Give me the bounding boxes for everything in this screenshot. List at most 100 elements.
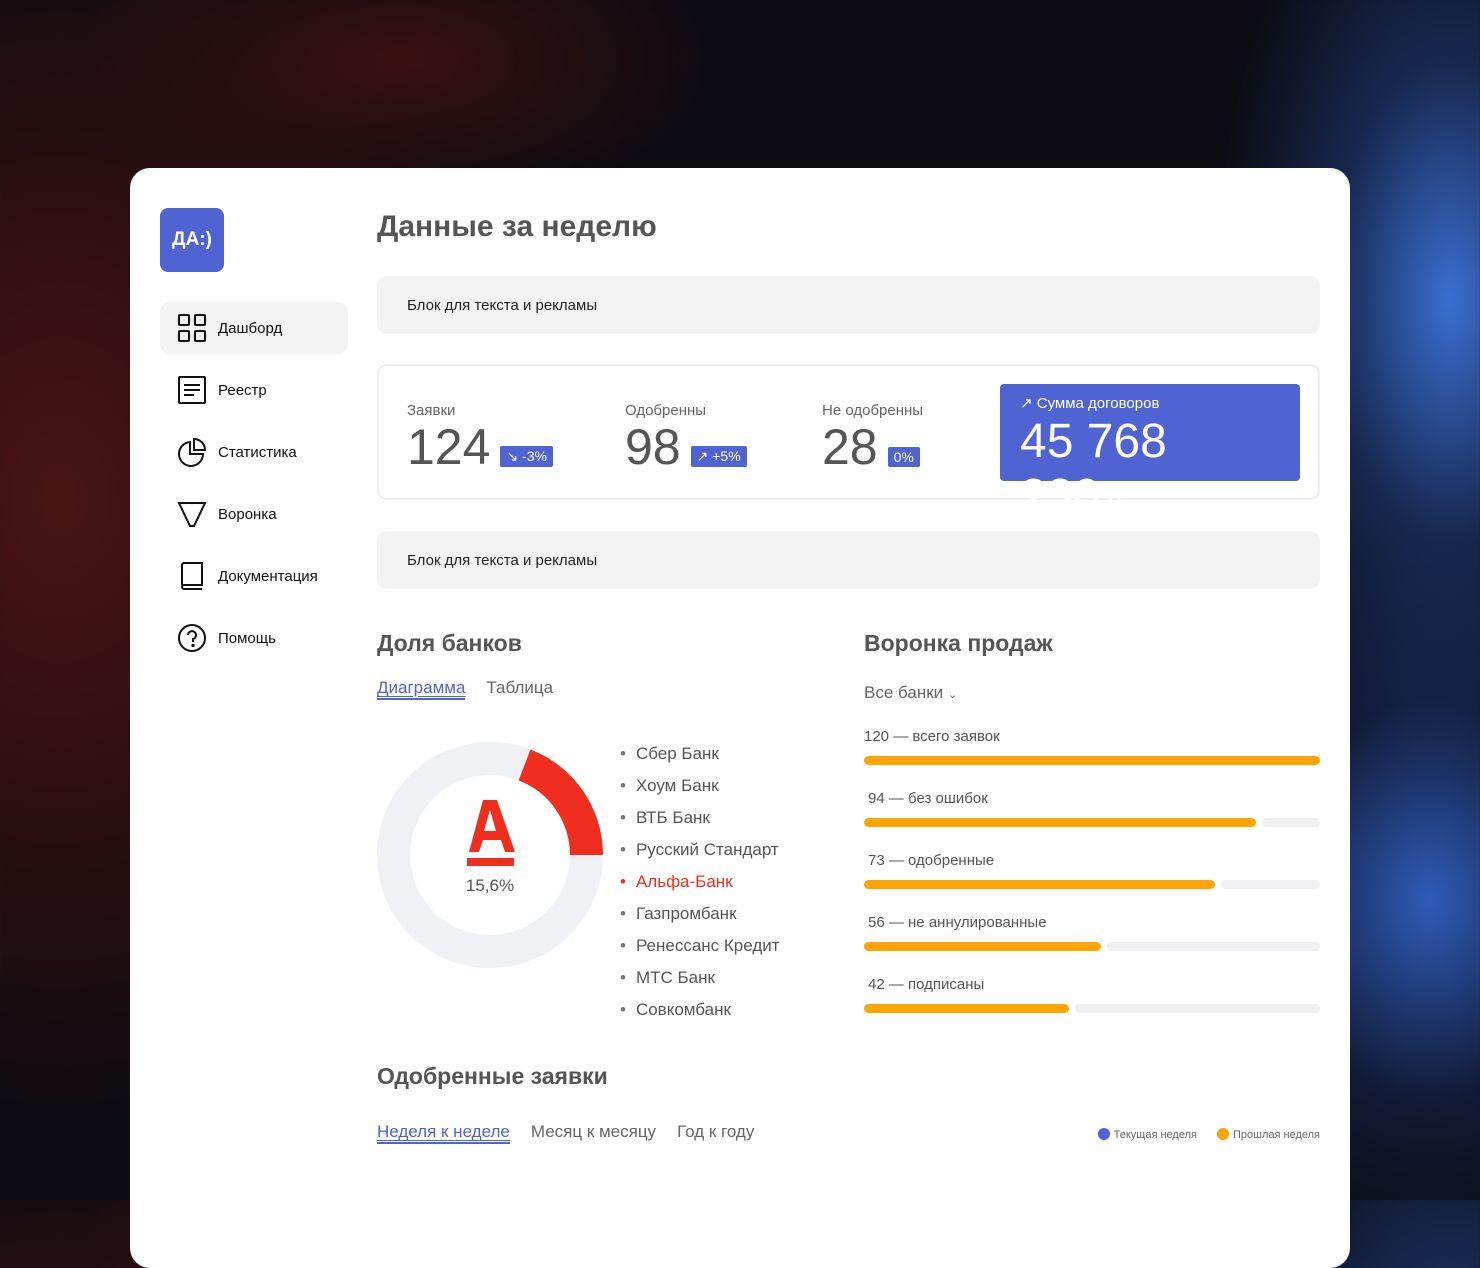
bank-legend-item[interactable]: Альфа-Банк	[620, 872, 780, 904]
pie-chart-icon	[178, 437, 207, 467]
sidebar-item-label: Дашборд	[218, 319, 283, 337]
funnel-label: 120 — всего заявок	[864, 728, 1320, 752]
sidebar-item-help[interactable]: Помощь	[160, 612, 348, 664]
stat-approved: Одобренны 98 ↗ +5%	[625, 402, 747, 475]
funnel-value: 56	[868, 914, 885, 931]
bank-legend-item[interactable]: Сбер Банк	[620, 744, 780, 776]
trend-badge: ↘ -3%	[500, 446, 553, 467]
stat-value: 28	[822, 419, 878, 475]
funnel-bar	[864, 818, 1320, 827]
tab-month[interactable]: Месяц к месяцу	[530, 1122, 657, 1141]
funnel-item: 42 — подписаны	[864, 976, 1320, 1013]
funnel-value: 73	[868, 852, 885, 869]
funnel-bar-fill	[864, 880, 1216, 889]
ruble-icon: ₽	[1106, 491, 1122, 518]
legend-dot-icon	[1097, 1128, 1110, 1140]
funnel-item: 56 — не аннулированные	[864, 914, 1320, 951]
approved-tabs: Неделя к неделе Месяц к месяцу Год к год…	[377, 1122, 754, 1144]
sidebar-item-label: Реестр	[218, 381, 267, 399]
funnel-bar-fill	[864, 1004, 1070, 1013]
bank-legend-item[interactable]: ВТБ Банк	[620, 808, 780, 840]
bank-legend-item[interactable]: МТС Банк	[620, 968, 780, 1000]
dashboard-card: ДА:) Дашборд Реестр Статистика Воронка Д…	[130, 168, 1350, 1268]
funnel-bar	[864, 880, 1320, 889]
stat-value: 124	[407, 419, 491, 475]
legend-dot-icon	[1216, 1128, 1229, 1140]
sidebar-nav: Дашборд Реестр Статистика Воронка Докуме…	[160, 302, 348, 674]
funnel-value: 120	[864, 728, 890, 745]
donut-segment-alfa[interactable]	[518, 749, 603, 855]
funnel-icon	[177, 502, 207, 527]
funnel-label: 94 — без ошибок	[864, 790, 1320, 814]
funnel-value: 94	[868, 790, 885, 807]
banks-tabs: Диаграмма Таблица	[377, 678, 553, 700]
list-icon	[178, 376, 206, 404]
tab-week[interactable]: Неделя к неделе	[377, 1122, 510, 1144]
stat-label: Не одобренны	[822, 402, 924, 419]
trend-badge: 0%	[887, 447, 920, 467]
dropdown-value: Все банки	[864, 683, 944, 702]
sum-label: ↗ Сумма договоров	[1020, 395, 1160, 412]
sidebar-item-label: Документация	[218, 567, 318, 585]
stat-rejected: Не одобренны 28 0%	[822, 402, 924, 475]
alfa-bank-logo	[467, 800, 515, 866]
bank-legend-item[interactable]: Хоум Банк	[620, 776, 780, 808]
logo[interactable]: ДА:)	[160, 208, 224, 272]
tab-diagram[interactable]: Диаграмма	[377, 678, 466, 700]
tab-year[interactable]: Год к году	[677, 1122, 755, 1141]
funnel-bar-fill	[864, 818, 1257, 827]
trend-badge: ↗ +5%	[690, 446, 747, 467]
legend-previous-week: Прошлая неделя	[1216, 1128, 1320, 1141]
bank-legend-item[interactable]: Русский Стандарт	[620, 840, 780, 872]
funnel-bar-fill	[864, 942, 1102, 951]
funnel-stage: — подписаны	[888, 976, 985, 993]
funnel-bar	[864, 1004, 1320, 1013]
ad-block[interactable]: Блок для текста и рекламы	[377, 531, 1320, 589]
funnel-bar-track	[1221, 880, 1320, 889]
sum-value: 45 768 230	[1020, 415, 1167, 523]
funnel-bar-track	[1075, 1004, 1320, 1013]
sidebar-item-label: Помощь	[218, 629, 276, 647]
funnel-stage: — одобренные	[888, 852, 995, 869]
bank-legend-item[interactable]: Ренессанс Кредит	[620, 936, 780, 968]
bank-legend-item[interactable]: Совкомбанк	[620, 1000, 780, 1032]
page-title: Данные за неделю	[377, 210, 657, 243]
banks-donut-chart: 15,6%	[377, 742, 603, 968]
bank-filter-dropdown[interactable]: Все банки ⌄	[864, 683, 957, 703]
funnel-label: 42 — подписаны	[864, 976, 1320, 1000]
stats-panel: Заявки 124 ↘ -3% Одобренны 98 ↗ +5% Не одо…	[377, 364, 1320, 523]
funnel-item: 94 — без ошибок	[864, 790, 1320, 827]
ad-block[interactable]: Блок для текста и рекламы	[377, 276, 1320, 334]
sidebar-item-statistics[interactable]: Статистика	[160, 426, 348, 478]
sidebar-item-funnel[interactable]: Воронка	[160, 488, 348, 540]
stat-label: Одобренны	[625, 402, 707, 419]
bank-legend-item[interactable]: Газпромбанк	[620, 904, 780, 936]
help-icon	[178, 624, 206, 652]
sidebar-item-documentation[interactable]: Документация	[160, 550, 348, 602]
contracts-sum-card[interactable]: ↗ Сумма договоров 45 768 230 ₽	[1000, 384, 1300, 523]
chevron-down-icon: ⌄	[947, 689, 958, 701]
funnel-label: 73 — одобренные	[864, 852, 1320, 876]
donut-percent-label: 15,6%	[466, 876, 514, 895]
stat-label: Заявки	[407, 402, 456, 419]
sidebar-item-label: Воронка	[218, 505, 277, 523]
funnel-bar-track	[1262, 818, 1320, 827]
stat-value: 98	[625, 419, 681, 475]
approved-title: Одобренные заявки	[377, 1063, 608, 1089]
legend-current-week: Текущая неделя	[1097, 1128, 1197, 1141]
funnel-stage: — всего заявок	[893, 728, 1000, 745]
funnel-value: 42	[868, 976, 885, 993]
banks-title: Доля банков	[377, 630, 522, 656]
funnel-title: Воронка продаж	[864, 630, 1053, 656]
funnel-stage: — без ошибок	[888, 790, 988, 807]
funnel-bar	[864, 942, 1320, 951]
sidebar-item-dashboard[interactable]: Дашборд	[160, 302, 348, 354]
funnel-bar-track	[1107, 942, 1320, 951]
tab-table[interactable]: Таблица	[486, 678, 554, 697]
chart-legend: Текущая неделя Прошлая неделя	[1097, 1128, 1320, 1141]
funnel-label: 56 — не аннулированные	[864, 914, 1320, 938]
sidebar-item-registry[interactable]: Реестр	[160, 364, 348, 416]
banks-legend: Сбер БанкХоум БанкВТБ БанкРусский Станда…	[620, 744, 780, 1032]
funnel-stage: — не аннулированные	[888, 914, 1047, 931]
book-icon	[181, 562, 203, 590]
